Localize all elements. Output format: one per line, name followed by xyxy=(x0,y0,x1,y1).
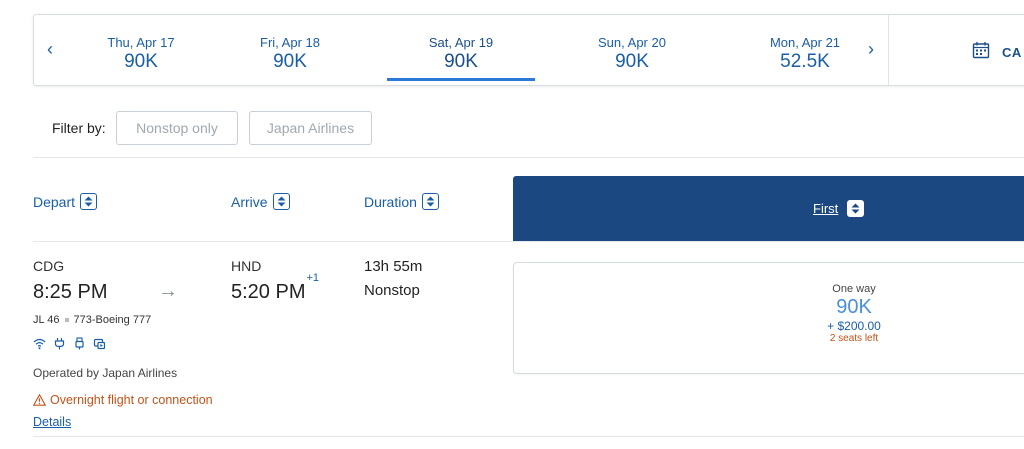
fare-type: One way xyxy=(832,283,876,295)
sort-depart-header[interactable]: Depart xyxy=(33,193,98,210)
sort-duration-header[interactable]: Duration xyxy=(364,193,439,210)
arrive-header-label: Arrive xyxy=(231,193,268,210)
date-tab-3-selected[interactable]: Sat, Apr 19 90K xyxy=(387,15,535,85)
date-label: Sun, Apr 20 xyxy=(598,35,666,50)
chevron-left-icon[interactable]: ‹ xyxy=(47,39,53,59)
origin-airport: CDG xyxy=(33,258,65,274)
fare-card-first[interactable]: One way 90K + $200.00 2 seats left xyxy=(513,262,1024,374)
date-price: 90K xyxy=(615,51,649,72)
flight-duration: 13h 55m xyxy=(364,258,423,275)
power-outlet-icon xyxy=(53,337,66,350)
date-label: Thu, Apr 17 xyxy=(107,35,175,50)
arrow-right-icon: → xyxy=(158,280,178,302)
calendar-label: CA xyxy=(1002,44,1022,60)
sort-icon xyxy=(80,193,98,210)
depart-time: 8:25 PM xyxy=(33,281,108,303)
date-label: Fri, Apr 18 xyxy=(260,35,320,50)
destination-airport: HND xyxy=(231,258,262,274)
date-label: Sat, Apr 19 xyxy=(428,35,494,50)
date-tab-2[interactable]: Fri, Apr 18 90K xyxy=(216,15,364,85)
day-offset: +1 xyxy=(306,272,320,285)
seats-left: 2 seats left xyxy=(829,333,879,344)
cabin-label: First xyxy=(813,201,839,216)
date-label: Mon, Apr 21 xyxy=(769,35,841,50)
strip-divider xyxy=(888,15,889,85)
arrive-time-wrap: 5:20 PM+1 xyxy=(231,272,319,304)
sort-icon xyxy=(847,200,865,217)
cabin-header-first: First xyxy=(513,176,1024,241)
separator-dot xyxy=(64,318,69,322)
calendar-icon xyxy=(972,41,990,64)
details-link[interactable]: Details xyxy=(33,415,72,429)
fare-miles: 90K xyxy=(836,296,872,318)
entertainment-icon xyxy=(93,337,106,350)
amenities xyxy=(33,337,106,350)
flight-info: JL 46 773-Boeing 777 xyxy=(33,314,151,326)
date-price: 90K xyxy=(444,51,478,72)
date-tab-1[interactable]: Thu, Apr 17 90K xyxy=(67,15,215,85)
fare-taxes: + $200.00 xyxy=(827,319,881,333)
sort-icon xyxy=(421,193,439,210)
warning-text: Overnight flight or connection xyxy=(50,393,213,407)
sort-arrive-header[interactable]: Arrive xyxy=(231,193,290,210)
filter-label: Filter by: xyxy=(52,120,106,136)
depart-header-label: Depart xyxy=(33,193,76,210)
divider xyxy=(33,436,1024,437)
wifi-icon xyxy=(33,337,46,350)
filter-japan-airlines-button[interactable]: Japan Airlines xyxy=(249,111,372,145)
arrive-time: 5:20 PM xyxy=(231,281,306,303)
date-strip: ‹ Thu, Apr 17 90K Fri, Apr 18 90K Sat, A… xyxy=(33,14,1024,86)
flight-number: JL 46 xyxy=(33,314,60,326)
sort-first-cabin[interactable]: First xyxy=(813,200,865,217)
filter-nonstop-button[interactable]: Nonstop only xyxy=(116,111,238,145)
sort-icon xyxy=(272,193,290,210)
divider xyxy=(33,157,1024,158)
date-tab-4[interactable]: Sun, Apr 20 90K xyxy=(558,15,706,85)
operated-by: Operated by Japan Airlines xyxy=(33,366,178,380)
divider xyxy=(33,241,1024,242)
overnight-warning: Overnight flight or connection xyxy=(33,393,213,407)
flight-stops: Nonstop xyxy=(364,282,420,299)
chevron-right-icon[interactable]: › xyxy=(868,39,874,59)
aircraft-type: 773-Boeing 777 xyxy=(73,314,152,326)
date-price: 52.5K xyxy=(780,51,830,72)
usb-icon xyxy=(73,337,86,350)
warning-icon xyxy=(33,394,46,406)
date-tab-5[interactable]: Mon, Apr 21 52.5K xyxy=(731,15,879,85)
calendar-button[interactable]: CA xyxy=(972,41,1022,63)
fare-content: One way 90K + $200.00 2 seats left xyxy=(794,283,914,344)
duration-header-label: Duration xyxy=(364,193,417,210)
date-price: 90K xyxy=(273,51,307,72)
date-price: 90K xyxy=(124,51,158,72)
